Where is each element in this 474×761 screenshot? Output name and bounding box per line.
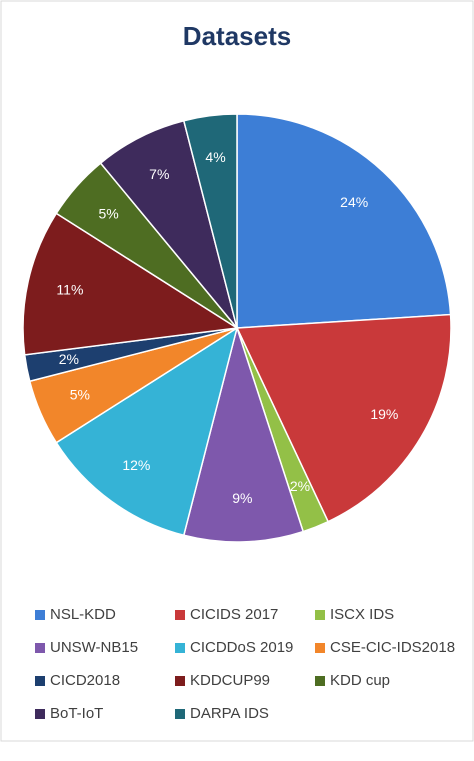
data-label: 5% xyxy=(70,387,90,403)
pie-slice xyxy=(182,325,305,543)
legend-swatch xyxy=(35,676,45,686)
legend-label: BoT-IoT xyxy=(50,705,103,722)
pie-slice xyxy=(236,113,452,329)
data-label: 11% xyxy=(56,281,83,297)
pie-slice xyxy=(22,212,240,356)
legend-label: CICIDS 2017 xyxy=(190,606,278,623)
pie-slice xyxy=(55,326,239,537)
legend-label: ISCX IDS xyxy=(330,606,394,623)
pie-slice xyxy=(235,313,452,523)
legend-label: NSL-KDD xyxy=(50,606,116,623)
legend-swatch xyxy=(175,676,185,686)
data-label: 19% xyxy=(370,406,398,422)
chart-title: Datasets xyxy=(183,21,291,51)
data-label: 5% xyxy=(98,205,118,221)
pie-slice xyxy=(182,113,238,329)
legend-swatch xyxy=(35,610,45,620)
data-label: 2% xyxy=(59,351,79,367)
legend-swatch xyxy=(315,643,325,653)
legend-label: KDDCUP99 xyxy=(190,672,270,689)
legend-label: KDD cup xyxy=(330,672,390,689)
legend-label: CICDDoS 2019 xyxy=(190,639,293,656)
data-label: 4% xyxy=(205,149,225,165)
data-label: 9% xyxy=(232,490,252,506)
data-label: 2% xyxy=(290,478,310,494)
legend-swatch xyxy=(35,709,45,719)
legend-label: UNSW-NB15 xyxy=(50,639,138,656)
legend-label: CSE-CIC-IDS2018 xyxy=(330,639,455,656)
legend-label: CICD2018 xyxy=(50,672,120,689)
legend-swatch xyxy=(315,610,325,620)
data-label: 7% xyxy=(149,166,169,182)
legend-swatch xyxy=(175,709,185,719)
legend-swatch xyxy=(315,676,325,686)
legend-swatch xyxy=(35,643,45,653)
data-label: 24% xyxy=(340,194,368,210)
data-label: 12% xyxy=(122,457,150,473)
legend-label: DARPA IDS xyxy=(190,705,269,722)
legend-swatch xyxy=(175,610,185,620)
legend-swatch xyxy=(175,643,185,653)
